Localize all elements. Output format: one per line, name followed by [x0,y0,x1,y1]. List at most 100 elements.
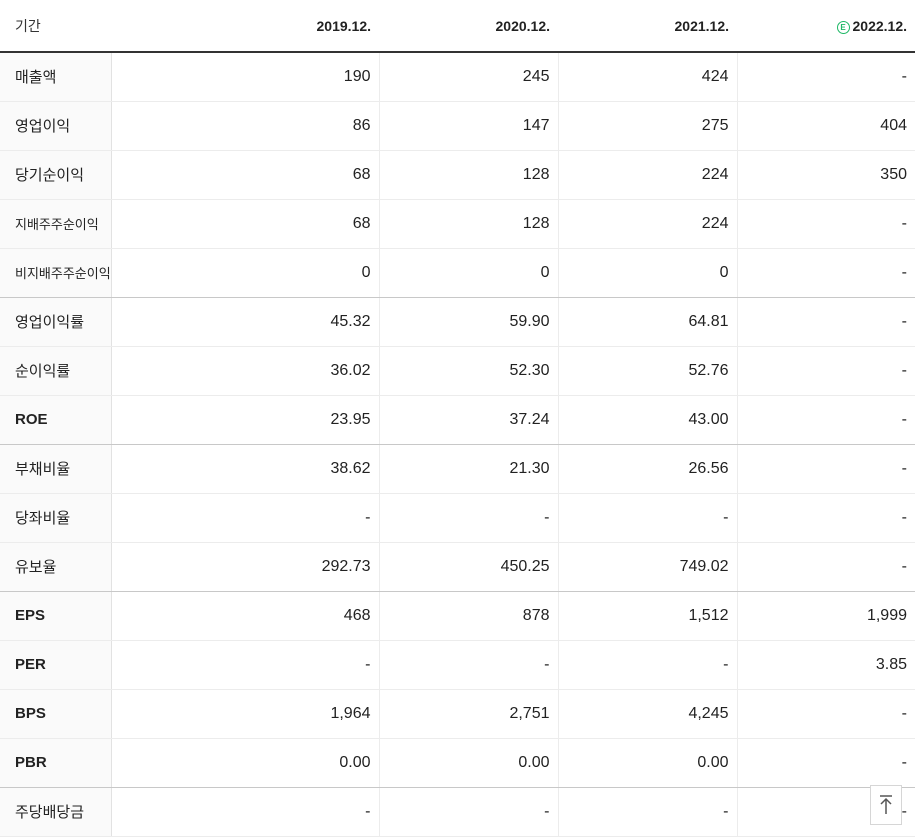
table-cell: 749.02 [557,542,737,592]
table-cell: - [110,493,379,543]
table-cell: 23.95 [110,395,379,445]
period-header-2021: 2021.12. [558,0,737,53]
table-cell: 1,964 [110,689,379,739]
table-cell: 38.62 [110,444,379,494]
table-cell: 45.32 [110,297,379,347]
table-cell: 1,512 [557,591,737,641]
table-cell: 224 [557,199,737,249]
table-cell: 275 [557,101,737,151]
table-cell: - [557,640,737,690]
table-cell: 878 [378,591,558,641]
table-cell: - [736,493,915,543]
table-cell: 245 [378,52,558,102]
estimate-icon: E [836,20,850,34]
table-cell: - [736,297,915,347]
table-cell: 0.00 [110,738,379,788]
table-cell: - [557,493,737,543]
table-cell: 404 [736,101,915,151]
table-cell: 424 [557,52,737,102]
table-cell: 86 [110,101,379,151]
table-cell: - [736,444,915,494]
table-cell: 36.02 [110,346,379,396]
table-cell: - [110,640,379,690]
scroll-to-top-button[interactable] [870,785,902,825]
row-label: PER [0,640,112,690]
table-cell: 64.81 [557,297,737,347]
table-cell: - [378,787,558,837]
table-row-per: PER - - - 3.85 [0,640,915,690]
table-cell: 0 [378,248,558,298]
row-label: 매출액 [0,52,112,102]
period-header-2022-label: 2022.12. [852,17,908,34]
table-cell: - [110,787,379,837]
table-header: 기간 2019.12. 2020.12. 2021.12. E 2022.12. [0,0,915,53]
table-cell: 128 [378,150,558,200]
row-label: 지배주주순이익 [0,199,112,249]
table-row-pbr: PBR 0.00 0.00 0.00 - [0,738,915,788]
table-row-debt-ratio: 부채비율 38.62 21.30 26.56 - [0,444,915,494]
table-cell: - [736,199,915,249]
table-cell: 26.56 [557,444,737,494]
table-cell: 224 [557,150,737,200]
table-row-revenue: 매출액 190 245 424 - [0,52,915,102]
table-cell: - [736,689,915,739]
table-cell: - [378,640,558,690]
header-row: 기간 2019.12. 2020.12. 2021.12. E 2022.12. [0,0,915,53]
period-label-header: 기간 [0,0,111,53]
row-label: 당좌비율 [0,493,112,543]
table-cell: 0 [110,248,379,298]
row-label: 순이익률 [0,346,112,396]
table-cell: 4,245 [557,689,737,739]
table-cell: 128 [378,199,558,249]
row-label: 주당배당금 [0,787,112,837]
row-label: BPS [0,689,112,739]
row-label: 영업이익률 [0,297,112,347]
table-row-roe: ROE 23.95 37.24 43.00 - [0,395,915,445]
table-cell: - [736,248,915,298]
table-cell: 59.90 [378,297,558,347]
table-row-net-income: 당기순이익 68 128 224 350 [0,150,915,200]
table-row-eps: EPS 468 878 1,512 1,999 [0,591,915,641]
table-row-bps: BPS 1,964 2,751 4,245 - [0,689,915,739]
table-row-operating-margin: 영업이익률 45.32 59.90 64.81 - [0,297,915,347]
period-header-2022-estimate: E 2022.12. [737,0,915,53]
table-cell: 3.85 [736,640,915,690]
table-cell: 350 [736,150,915,200]
table-cell: 43.00 [557,395,737,445]
table-cell: - [557,787,737,837]
table-body: 매출액 190 245 424 - 영업이익 86 147 275 404 당기… [0,52,915,837]
table-row-noncontrolling-net-income: 비지배주주순이익 0 0 0 - [0,248,915,298]
table-cell: 21.30 [378,444,558,494]
table-row-net-margin: 순이익률 36.02 52.30 52.76 - [0,346,915,396]
table-cell: 0.00 [378,738,558,788]
table-cell: 292.73 [110,542,379,592]
table-cell: 68 [110,150,379,200]
table-row-reserve-ratio: 유보율 292.73 450.25 749.02 - [0,542,915,592]
row-label: 비지배주주순이익 [0,248,112,298]
table-cell: 450.25 [378,542,558,592]
row-label: 유보율 [0,542,112,592]
period-header-2020: 2020.12. [379,0,558,53]
table-cell: - [736,738,915,788]
table-cell: 1,999 [736,591,915,641]
table-row-controlling-net-income: 지배주주순이익 68 128 224 - [0,199,915,249]
table-cell: - [736,52,915,102]
row-label: 당기순이익 [0,150,112,200]
table-row-dividend-per-share: 주당배당금 - - - - [0,787,915,837]
row-label: 부채비율 [0,444,112,494]
table-cell: 37.24 [378,395,558,445]
table-cell: 68 [110,199,379,249]
table-cell: 2,751 [378,689,558,739]
row-label: PBR [0,738,112,788]
table-row-quick-ratio: 당좌비율 - - - - [0,493,915,543]
table-cell: 52.76 [557,346,737,396]
table-cell: 190 [110,52,379,102]
table-cell: 0 [557,248,737,298]
table-row-operating-profit: 영업이익 86 147 275 404 [0,101,915,151]
table-cell: 468 [110,591,379,641]
table-cell: - [736,542,915,592]
row-label: EPS [0,591,112,641]
table-cell: - [736,395,915,445]
table-cell: - [736,346,915,396]
